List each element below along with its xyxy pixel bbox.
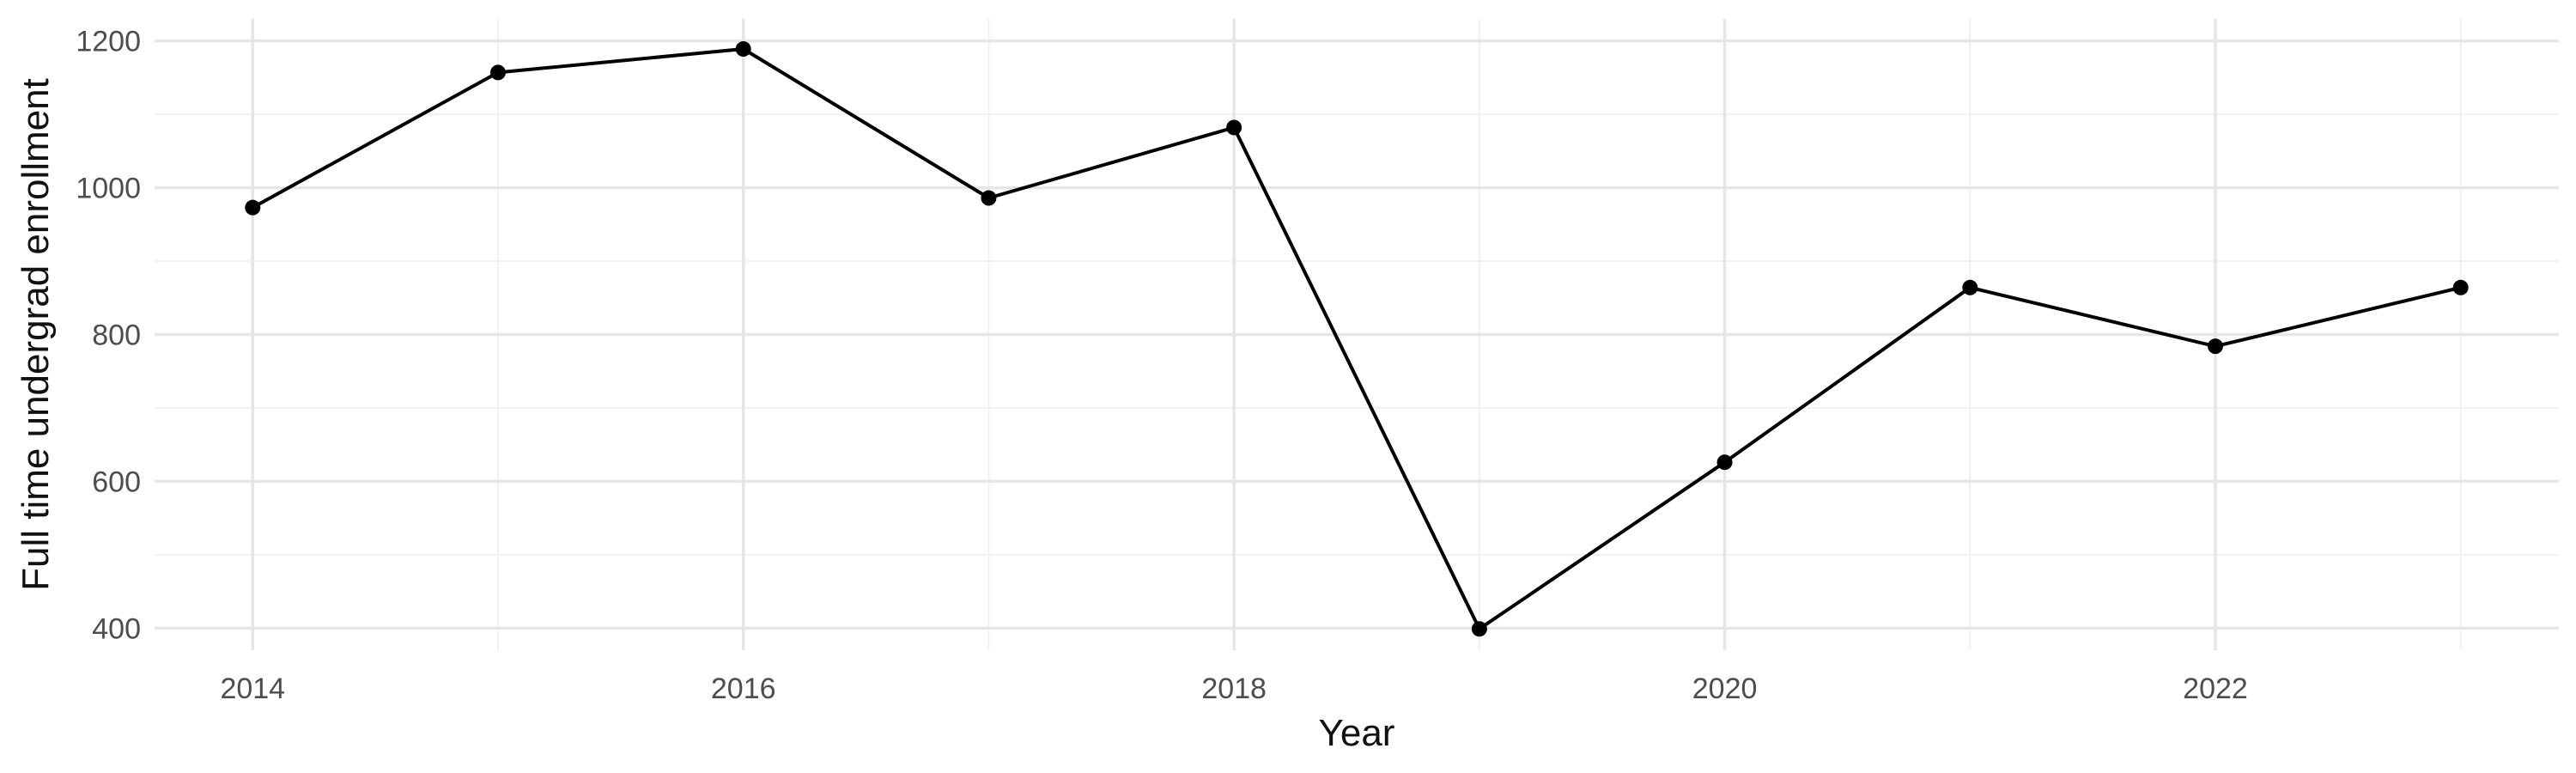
x-tick-label: 2018 (1201, 673, 1267, 705)
y-tick-label: 1000 (76, 173, 141, 205)
y-axis-title: Full time undergrad enrollment (15, 78, 57, 591)
y-tick-label: 600 (92, 466, 141, 498)
data-point (981, 190, 997, 206)
y-tick-label: 800 (92, 320, 141, 352)
data-point (735, 41, 751, 58)
x-tick-label: 2016 (711, 673, 776, 705)
series-line (251, 47, 2463, 631)
data-point (1962, 279, 1978, 295)
x-tick-label: 2022 (2183, 673, 2248, 705)
y-tick-label: 400 (92, 612, 141, 645)
grid (155, 19, 2559, 650)
data-point (1716, 454, 1733, 471)
y-tick-label: 1200 (76, 26, 141, 58)
data-point (1226, 119, 1242, 136)
x-tick-label: 2014 (220, 673, 285, 705)
x-tick-label: 2020 (1692, 673, 1758, 705)
data-point (490, 64, 506, 81)
data-point (245, 199, 261, 216)
x-axis-title: Year (1319, 712, 1395, 754)
data-point (2452, 279, 2469, 295)
axis-ticks: 400 600 800 1000 1200 2014 2016 2018 2020 2022 (76, 26, 2247, 705)
data-point (2208, 338, 2223, 355)
data-point (1471, 621, 1487, 637)
series-layer (245, 41, 2469, 637)
